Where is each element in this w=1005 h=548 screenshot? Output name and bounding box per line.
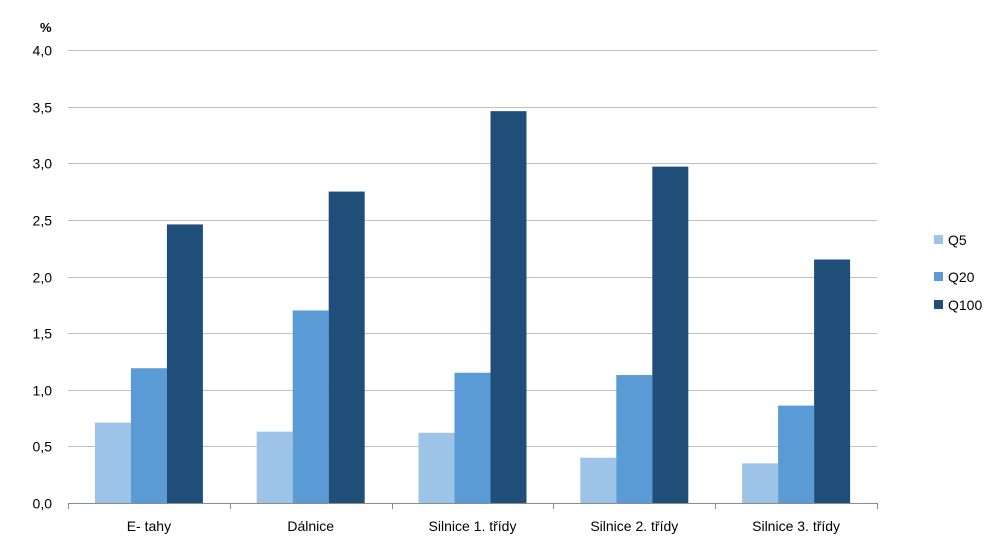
bar-q5-2 [256, 431, 293, 503]
y-axis-ticks: 0,0 0,5 1,0 1,5 2,0 2,5 3,0 3,5 4,0 [33, 43, 53, 512]
x-category-label: Silnice 3. třídy [752, 518, 840, 534]
bar-q20-4 [616, 375, 653, 503]
x-category-label: Dálnice [287, 518, 334, 534]
legend-swatch [934, 272, 943, 281]
legend-label: Q20 [948, 269, 975, 285]
legend-item-q100: Q100 [934, 297, 982, 313]
bar-q20-5 [778, 405, 815, 503]
legend-item-q20: Q20 [934, 269, 975, 285]
legend-swatch [934, 300, 943, 309]
y-tick-label: 1,0 [33, 383, 53, 399]
bar-q5-5 [742, 463, 779, 503]
x-category-label: Silnice 2. třídy [590, 518, 678, 534]
legend-item-q5: Q5 [934, 232, 967, 248]
bar-q5-4 [580, 457, 617, 503]
legend-label: Q5 [948, 232, 967, 248]
x-category-label: E- tahy [127, 518, 171, 534]
y-tick-label: 3,0 [33, 156, 53, 172]
bar-q5-1 [94, 422, 131, 503]
x-axis [68, 503, 878, 509]
y-tick-label: 0,5 [33, 439, 53, 455]
y-axis-unit-label: % [40, 20, 52, 35]
bar-q100-4 [652, 166, 689, 503]
legend-label: Q100 [948, 297, 982, 313]
y-tick-label: 2,0 [33, 270, 53, 286]
x-category-label: Silnice 1. třídy [429, 518, 517, 534]
bar-q100-1 [166, 224, 203, 503]
y-tick-label: 3,5 [33, 100, 53, 116]
bar-q20-1 [130, 368, 167, 503]
y-tick-label: 0,0 [33, 496, 53, 512]
bar-q100-3 [490, 111, 527, 503]
bar-q20-3 [454, 372, 491, 503]
legend: Q5 Q20 Q100 [934, 232, 982, 313]
bar-q100-2 [328, 191, 365, 503]
legend-swatch [934, 235, 943, 244]
y-tick-label: 4,0 [33, 43, 53, 59]
bar-q20-2 [292, 310, 329, 503]
x-axis-categories: E- tahy Dálnice Silnice 1. třídy Silnice 2.… [127, 518, 840, 534]
bars [94, 111, 851, 503]
y-tick-label: 2,5 [33, 213, 53, 229]
y-tick-label: 1,5 [33, 326, 53, 342]
bar-q5-3 [418, 432, 455, 503]
bar-q100-5 [814, 259, 851, 503]
